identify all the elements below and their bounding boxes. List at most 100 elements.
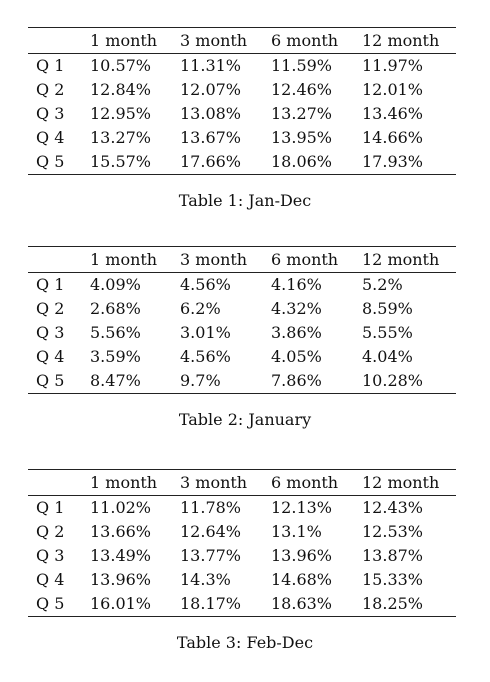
table-cell: 12.64% [180,522,242,541]
table-cell: 4.32% [271,299,322,318]
col-header-1-month: 1 month [90,249,158,269]
row-label: Q 4 [36,128,65,147]
table-cell: 17.66% [180,152,242,171]
col-header-6-month: 6 month [271,249,339,269]
table-cell: 15.57% [90,152,152,171]
table-cell: 12.01% [362,80,424,99]
row-label: Q 4 [36,570,65,589]
row-label: Q 4 [36,347,65,366]
row-label: Q 3 [36,546,65,565]
row-label: Q 5 [36,371,65,390]
row-label: Q 3 [36,323,65,342]
col-header-3-month: 3 month [180,472,248,492]
table-cell: 18.63% [271,594,333,613]
table-jan-dec: 1 month 3 month 6 month 12 month Q 1 10.… [28,27,456,175]
table-cell: 11.97% [362,56,424,75]
corner-header [28,28,90,54]
table-cell: 7.86% [271,371,322,390]
corner-header [28,247,90,273]
table-feb-dec: 1 month 3 month 6 month 12 month Q 1 11.… [28,469,456,617]
col-header-6-month: 6 month [271,472,339,492]
row-label: Q 1 [36,275,65,294]
table-cell: 4.16% [271,275,322,294]
col-header-12-month: 12 month [362,249,440,269]
table-cell: 3.59% [90,347,141,366]
table-cell: 4.09% [90,275,141,294]
row-label: Q 1 [36,498,65,517]
table-cell: 8.47% [90,371,141,390]
table-cell: 18.25% [362,594,424,613]
col-header-1-month: 1 month [90,30,158,50]
table-row: Q 5 16.01% 18.17% 18.63% 18.25% [28,592,456,617]
col-header-6-month: 6 month [271,30,339,50]
table-caption: Table 1: Jan-Dec [178,191,312,210]
table-cell: 5.56% [90,323,141,342]
header-row: 1 month 3 month 6 month 12 month [28,469,456,496]
table-row: Q 2 12.84% 12.07% 12.46% 12.01% [28,78,456,102]
table-cell: 11.02% [90,498,152,517]
table-row: Q 3 12.95% 13.08% 13.27% 13.46% [28,102,456,126]
table-row: Q 4 13.96% 14.3% 14.68% 15.33% [28,568,456,592]
table-cell: 17.93% [362,152,424,171]
table-cell: 12.13% [271,498,333,517]
table-cell: 12.43% [362,498,424,517]
table-cell: 12.07% [180,80,242,99]
data-table: 1 month 3 month 6 month 12 month Q 1 4.0… [28,246,456,394]
table-row: Q 1 11.02% 11.78% 12.13% 12.43% [28,496,456,521]
table-row: Q 2 2.68% 6.2% 4.32% 8.59% [28,297,456,321]
table-cell: 13.46% [362,104,424,123]
col-header-12-month: 12 month [362,472,440,492]
table-cell: 13.1% [271,522,322,541]
table-cell: 4.04% [362,347,413,366]
table-caption: Table 3: Feb-Dec [176,633,314,652]
table-row: Q 1 10.57% 11.31% 11.59% 11.97% [28,54,456,79]
data-table: 1 month 3 month 6 month 12 month Q 1 10.… [28,27,456,175]
col-header-3-month: 3 month [180,30,248,50]
col-header-3-month: 3 month [180,249,248,269]
table-cell: 16.01% [90,594,152,613]
table-cell: 15.33% [362,570,424,589]
table-cell: 12.84% [90,80,152,99]
table-cell: 18.17% [180,594,242,613]
table-row: Q 3 13.49% 13.77% 13.96% 13.87% [28,544,456,568]
table-cell: 12.53% [362,522,424,541]
table-cell: 6.2% [180,299,221,318]
row-label: Q 2 [36,299,65,318]
header-row: 1 month 3 month 6 month 12 month [28,246,456,273]
table-cell: 12.46% [271,80,333,99]
table-cell: 13.77% [180,546,242,565]
table-cell: 13.87% [362,546,424,565]
table-cell: 14.68% [271,570,333,589]
table-cell: 9.7% [180,371,221,390]
col-header-1-month: 1 month [90,472,158,492]
table-cell: 8.59% [362,299,413,318]
row-label: Q 3 [36,104,65,123]
table-cell: 10.57% [90,56,152,75]
table-cell: 12.95% [90,104,152,123]
data-table: 1 month 3 month 6 month 12 month Q 1 11.… [28,469,456,617]
table-cell: 13.96% [271,546,333,565]
table-cell: 4.56% [180,275,231,294]
row-label: Q 2 [36,522,65,541]
row-label: Q 1 [36,56,65,75]
row-label: Q 5 [36,152,65,171]
table-row: Q 5 15.57% 17.66% 18.06% 17.93% [28,150,456,175]
row-label: Q 2 [36,80,65,99]
table-cell: 11.31% [180,56,242,75]
table-cell: 3.86% [271,323,322,342]
table-cell: 4.05% [271,347,322,366]
table-cell: 14.3% [180,570,231,589]
table-row: Q 4 13.27% 13.67% 13.95% 14.66% [28,126,456,150]
table-cell: 4.56% [180,347,231,366]
table-row: Q 4 3.59% 4.56% 4.05% 4.04% [28,345,456,369]
header-row: 1 month 3 month 6 month 12 month [28,27,456,54]
row-label: Q 5 [36,594,65,613]
table-cell: 5.2% [362,275,403,294]
table-cell: 14.66% [362,128,424,147]
table-cell: 3.01% [180,323,231,342]
table-cell: 13.27% [90,128,152,147]
table-row: Q 5 8.47% 9.7% 7.86% 10.28% [28,369,456,394]
table-cell: 11.78% [180,498,242,517]
table-cell: 11.59% [271,56,333,75]
table-caption: Table 2: January [178,410,312,429]
